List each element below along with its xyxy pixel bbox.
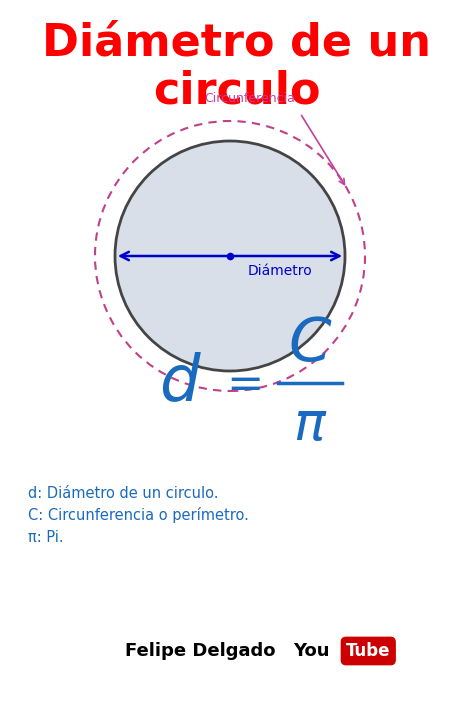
Text: $\pi$: $\pi$	[293, 399, 327, 451]
Text: $=$: $=$	[219, 361, 262, 405]
Text: d: Diámetro de un circulo.: d: Diámetro de un circulo.	[28, 486, 219, 501]
Circle shape	[115, 141, 345, 371]
Text: $C$: $C$	[288, 316, 332, 375]
Text: Tube: Tube	[346, 642, 391, 660]
Text: circulo: circulo	[153, 70, 321, 112]
Text: C: Circunferencia o perímetro.: C: Circunferencia o perímetro.	[28, 507, 249, 523]
Text: Felipe Delgado: Felipe Delgado	[125, 642, 275, 660]
Text: You: You	[293, 642, 330, 660]
Text: Diámetro de un: Diámetro de un	[43, 21, 431, 65]
Text: Diámetro: Diámetro	[248, 264, 313, 278]
Text: Circunferencia: Circunferencia	[205, 92, 295, 105]
Text: π: Pi.: π: Pi.	[28, 530, 64, 545]
Text: $d$: $d$	[159, 352, 201, 414]
